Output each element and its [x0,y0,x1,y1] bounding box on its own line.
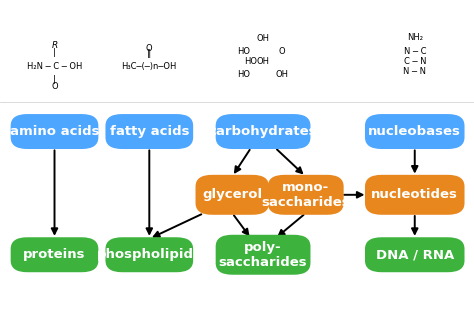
Text: HO: HO [244,57,257,66]
Text: OH: OH [275,70,289,79]
FancyBboxPatch shape [195,175,269,215]
Text: nucleotides: nucleotides [371,188,458,201]
FancyBboxPatch shape [105,237,193,272]
Text: proteins: proteins [23,248,86,261]
Text: N ─ C: N ─ C [403,47,426,56]
Text: ‖: ‖ [147,49,151,58]
Text: amino acids: amino acids [10,125,99,138]
Text: nucleobases: nucleobases [368,125,461,138]
FancyBboxPatch shape [105,114,193,149]
Text: HO: HO [237,47,251,56]
FancyBboxPatch shape [365,175,465,215]
Text: |: | [53,48,56,57]
Text: fatty acids: fatty acids [109,125,189,138]
Text: mono-
saccharides: mono- saccharides [262,181,350,209]
FancyBboxPatch shape [216,235,310,275]
Text: |: | [53,75,56,84]
Text: OH: OH [256,34,270,43]
Text: HO: HO [237,70,251,79]
Text: DNA / RNA: DNA / RNA [375,248,454,261]
Text: N ─ N: N ─ N [403,67,426,76]
Text: O: O [51,82,58,91]
FancyBboxPatch shape [268,175,344,215]
Text: O: O [279,47,285,56]
Text: H₃C─(─)n─OH: H₃C─(─)n─OH [122,62,177,71]
Text: NH₂: NH₂ [407,33,423,42]
FancyBboxPatch shape [11,114,99,149]
Text: H₂N ─ C ─ OH: H₂N ─ C ─ OH [27,62,82,71]
Text: R: R [51,41,58,50]
Text: OH: OH [256,57,270,66]
FancyBboxPatch shape [216,114,310,149]
Text: phospholipids: phospholipids [97,248,202,261]
FancyBboxPatch shape [365,237,465,272]
Text: glycerol: glycerol [202,188,262,201]
Text: O: O [146,44,153,53]
Text: poly-
saccharides: poly- saccharides [219,241,307,269]
Text: carbohydrates: carbohydrates [209,125,317,138]
FancyBboxPatch shape [365,114,465,149]
FancyBboxPatch shape [11,237,99,272]
Text: C ─ N: C ─ N [403,57,426,66]
